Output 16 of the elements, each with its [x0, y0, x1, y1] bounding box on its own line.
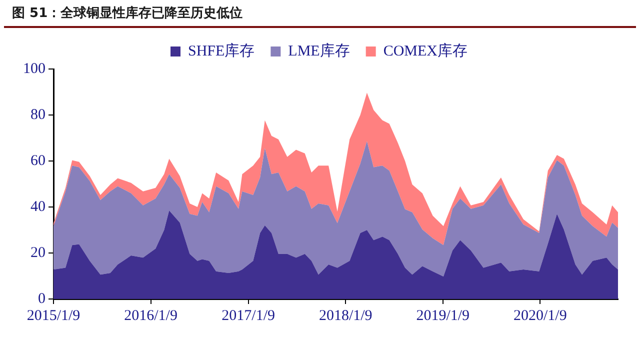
x-tick-label: 2015/1/9	[26, 308, 80, 324]
y-tick-label: 40	[30, 198, 46, 215]
legend-label: LME库存	[288, 42, 350, 60]
chart-title: 图 51：全球铜显性库存已降至历史低位	[4, 0, 636, 28]
y-tick-label: 80	[30, 106, 46, 123]
legend-label: COMEX库存	[383, 42, 468, 60]
y-tick-label: 100	[23, 60, 46, 77]
x-tick-label: 2017/1/9	[222, 308, 275, 324]
legend-label: SHFE库存	[188, 42, 255, 60]
y-tick-label: 20	[30, 244, 46, 261]
x-tick-label: 2018/1/9	[318, 308, 372, 324]
y-tick-label: 60	[30, 152, 46, 169]
x-tick-label: 2016/1/9	[124, 308, 178, 324]
x-tick-label: 2020/1/9	[514, 308, 567, 324]
y-tick-label: 0	[38, 290, 46, 307]
x-tick-label: 2019/1/9	[416, 308, 470, 324]
